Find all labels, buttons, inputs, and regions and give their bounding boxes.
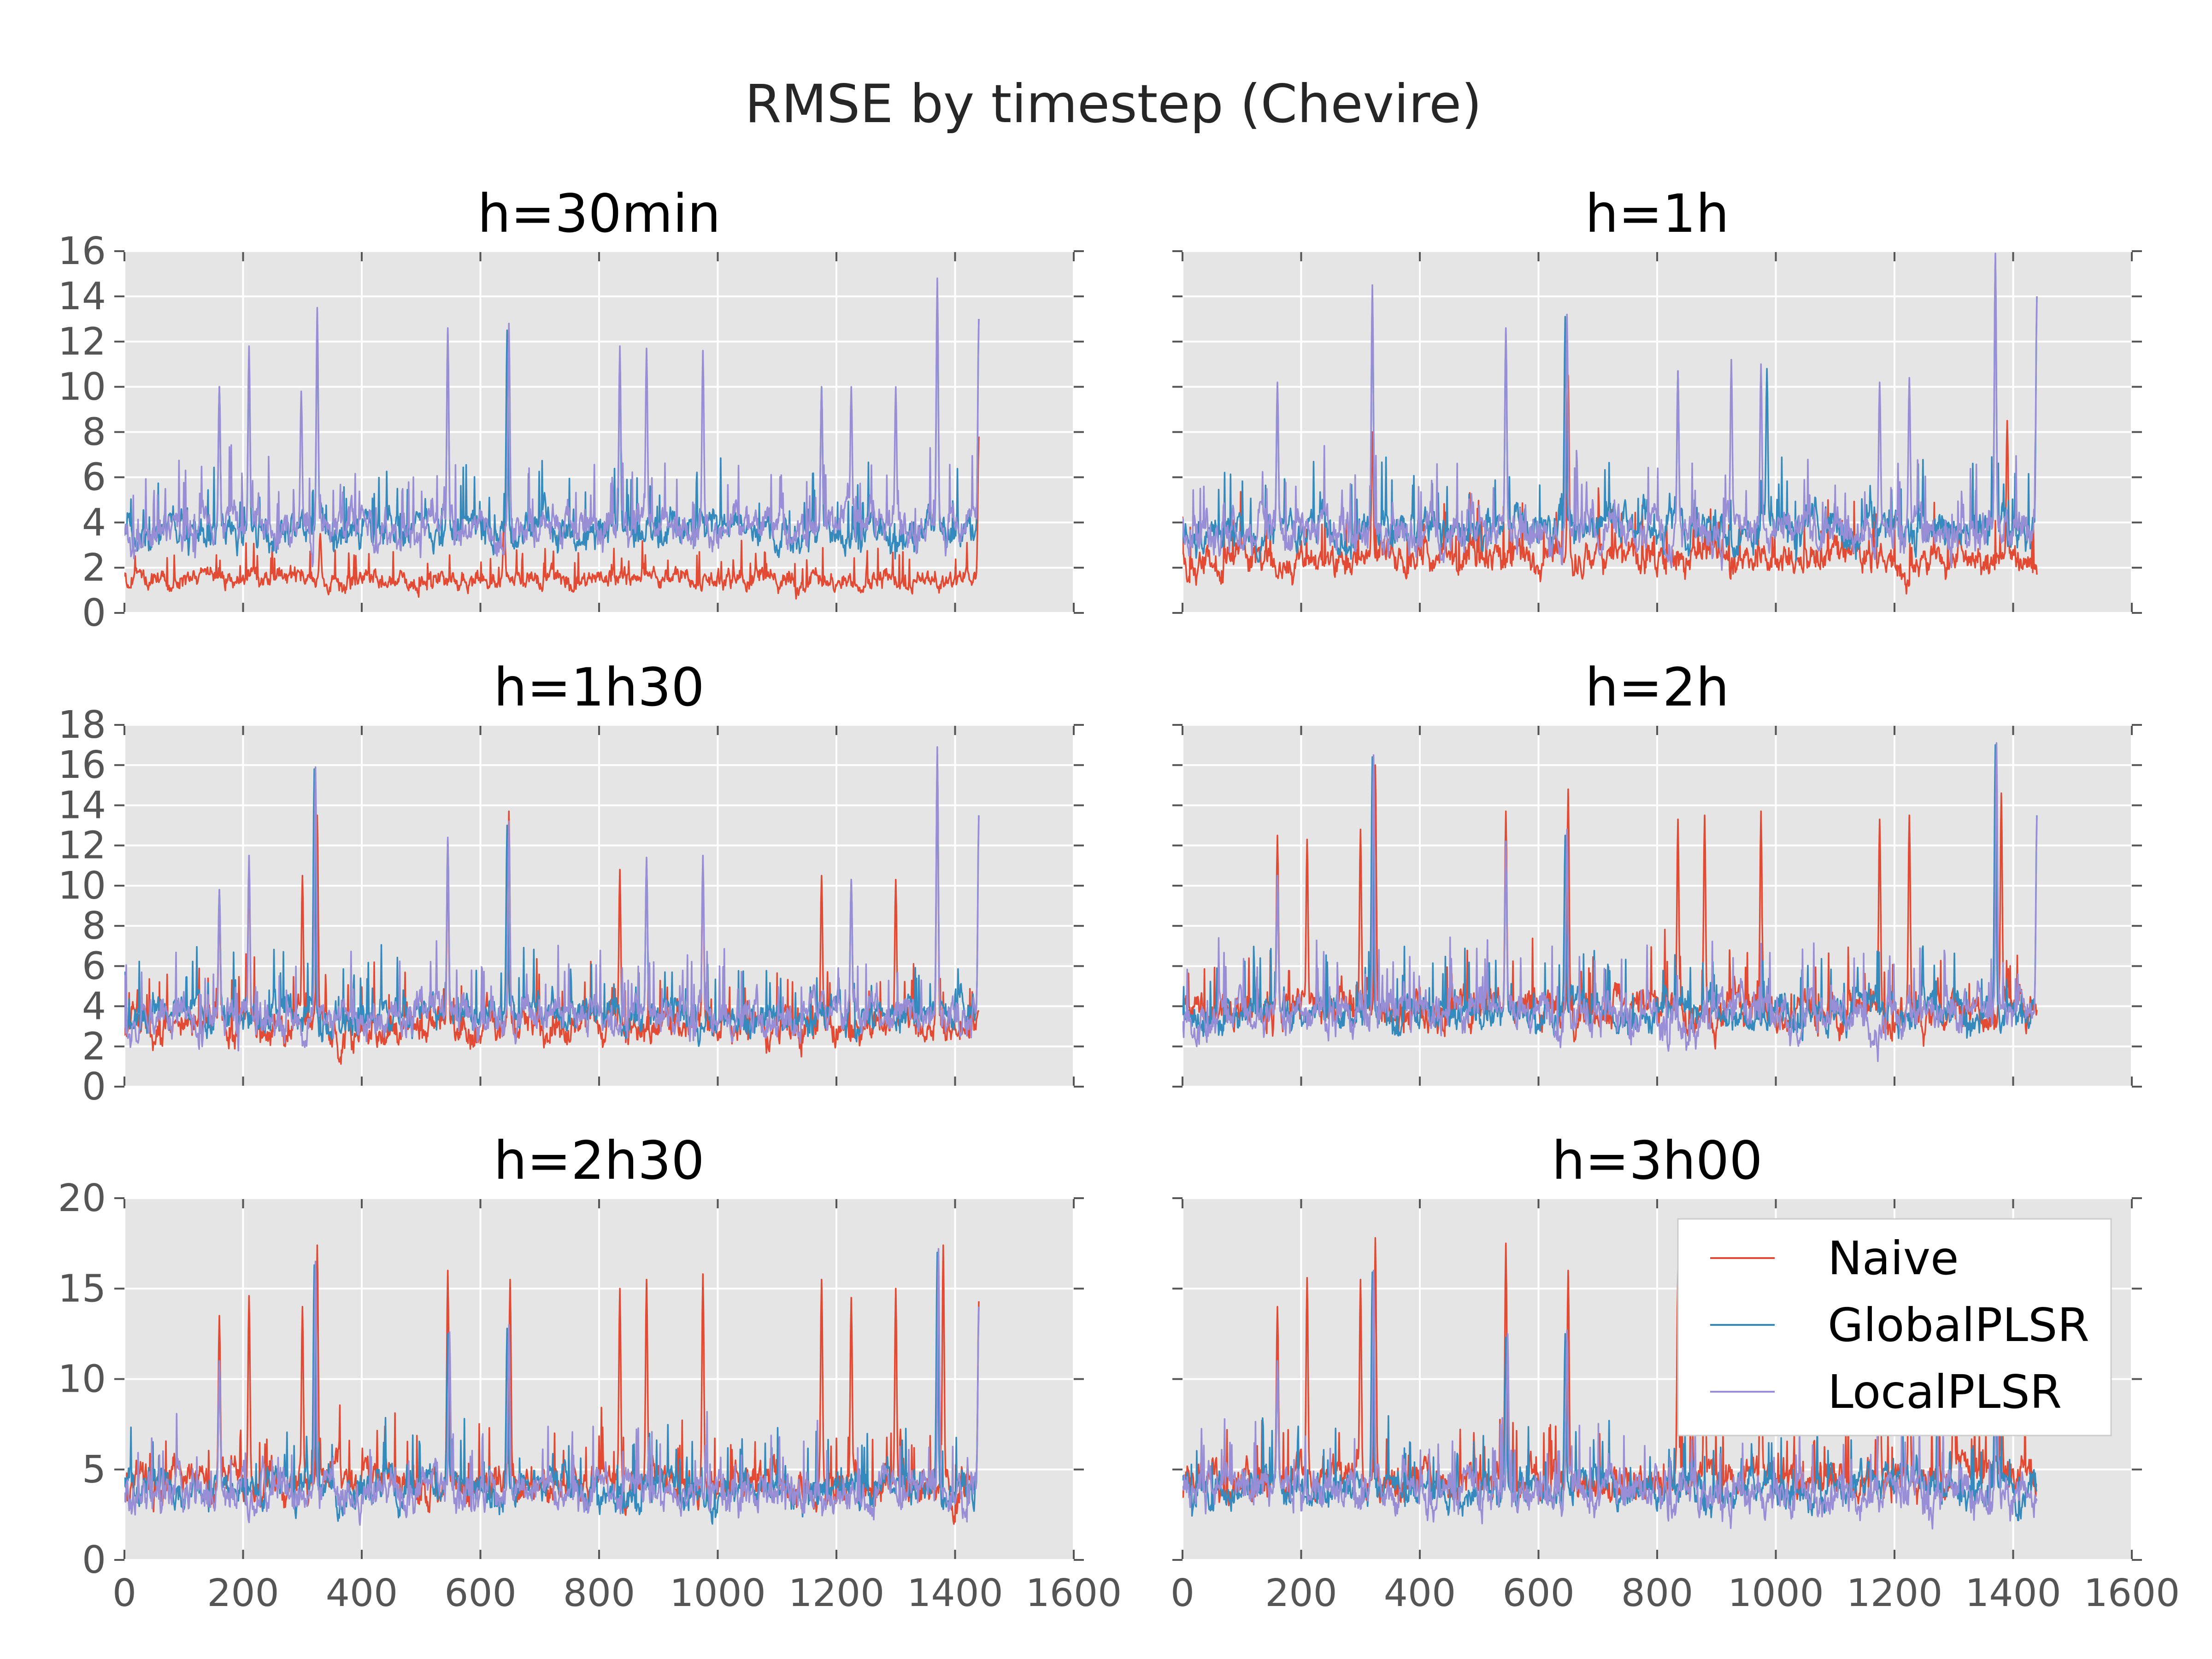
y-tick-label: 10: [58, 365, 106, 409]
legend-label-localplsr: LocalPLSR: [1828, 1365, 2062, 1419]
x-tick-label: 800: [563, 1571, 635, 1615]
x-tick-label: 1600: [1026, 1571, 1122, 1615]
y-tick-label: 20: [58, 1177, 106, 1220]
series-line-naive: [124, 754, 980, 1065]
series-line-naive: [124, 1244, 980, 1525]
y-tick-label: 0: [82, 591, 106, 635]
legend-box: [1677, 1218, 2112, 1436]
y-tick-label: 4: [82, 501, 106, 545]
series-line-localplsr: [124, 746, 980, 1052]
x-tick-label: 400: [1384, 1571, 1456, 1615]
x-tick-label: 1200: [788, 1571, 885, 1615]
y-tick-label: 18: [58, 703, 106, 747]
y-tick-label: 5: [82, 1448, 106, 1492]
y-tick-label: 10: [58, 864, 106, 908]
x-tick-label: 1400: [1965, 1571, 2061, 1615]
y-tick-label: 6: [82, 456, 106, 500]
subplot-title: h=1h: [1585, 183, 1730, 244]
subplot-6: h=3h00 0 200 400 600 800 1000 1200 1400 1600 Naive…: [1171, 1130, 2180, 1615]
y-tick-label: 14: [58, 275, 106, 318]
y-tick-label: 15: [58, 1267, 106, 1311]
y-tick-label: 12: [58, 320, 106, 364]
x-tick-label: 1400: [907, 1571, 1003, 1615]
y-tick-label: 16: [58, 743, 106, 787]
y-tick-label: 0: [82, 1538, 106, 1582]
series-line-globalplsr: [124, 1252, 980, 1525]
y-tick-label: 16: [58, 229, 106, 273]
subplot-title: h=3h00: [1552, 1130, 1763, 1191]
y-tick-label: 6: [82, 944, 106, 988]
series-line-localplsr: [124, 277, 980, 568]
x-tick-label: 200: [1265, 1571, 1337, 1615]
series-line-globalplsr: [124, 284, 980, 560]
series-line-naive: [124, 436, 980, 600]
x-tick-label: 600: [1502, 1571, 1575, 1615]
y-tick-label: 2: [82, 1025, 106, 1069]
legend: Naive GlobalPLSR LocalPLSR: [1677, 1218, 2112, 1436]
x-tick-label: 1000: [670, 1571, 766, 1615]
y-tick-label: 0: [82, 1065, 106, 1109]
subplot-title: h=2h30: [494, 1130, 705, 1191]
y-tick-label: 12: [58, 824, 106, 868]
x-tick-label: 800: [1621, 1571, 1694, 1615]
series-line-localplsr: [1182, 1270, 2038, 1530]
subplot-title: h=1h30: [494, 657, 705, 718]
x-tick-label: 200: [207, 1571, 279, 1615]
x-tick-label: 1600: [2084, 1571, 2180, 1615]
y-tick-label: 8: [82, 411, 106, 454]
subplot-2: h=1h: [1172, 183, 2142, 614]
legend-label-naive: Naive: [1828, 1231, 1959, 1285]
series-line-localplsr: [1182, 742, 2038, 1062]
y-tick-label: 14: [58, 783, 106, 827]
y-tick-label: 4: [82, 985, 106, 1029]
y-tick-label: 10: [58, 1358, 106, 1401]
series-line-localplsr: [124, 1248, 980, 1526]
x-tick-label: 1200: [1847, 1571, 1943, 1615]
subplot-4: h=2h: [1172, 657, 2142, 1088]
x-tick-label: 1000: [1728, 1571, 1824, 1615]
subplot-title: h=30min: [477, 183, 721, 244]
y-tick-label: 2: [82, 546, 106, 590]
legend-label-globalplsr: GlobalPLSR: [1828, 1298, 2089, 1352]
subplot-grid: h=30min0246810121416h=1hh=1h300246810121…: [58, 183, 2180, 1615]
figure-suptitle: RMSE by timestep (Chevire): [745, 73, 1482, 135]
x-tick-label: 0: [112, 1571, 136, 1615]
series-line-localplsr: [1182, 253, 2038, 571]
series-line-naive: [1182, 1237, 2037, 1507]
subplot-title: h=2h: [1585, 657, 1730, 718]
x-tick-label: 400: [326, 1571, 398, 1615]
x-tick-label: 0: [1171, 1571, 1194, 1615]
x-tick-label: 600: [444, 1571, 517, 1615]
subplot-5: h=2h30 0 200 400 600 800 1000 1200 1400 1600 0 5 10 1…: [58, 1130, 1122, 1615]
y-tick-label: 8: [82, 904, 106, 948]
